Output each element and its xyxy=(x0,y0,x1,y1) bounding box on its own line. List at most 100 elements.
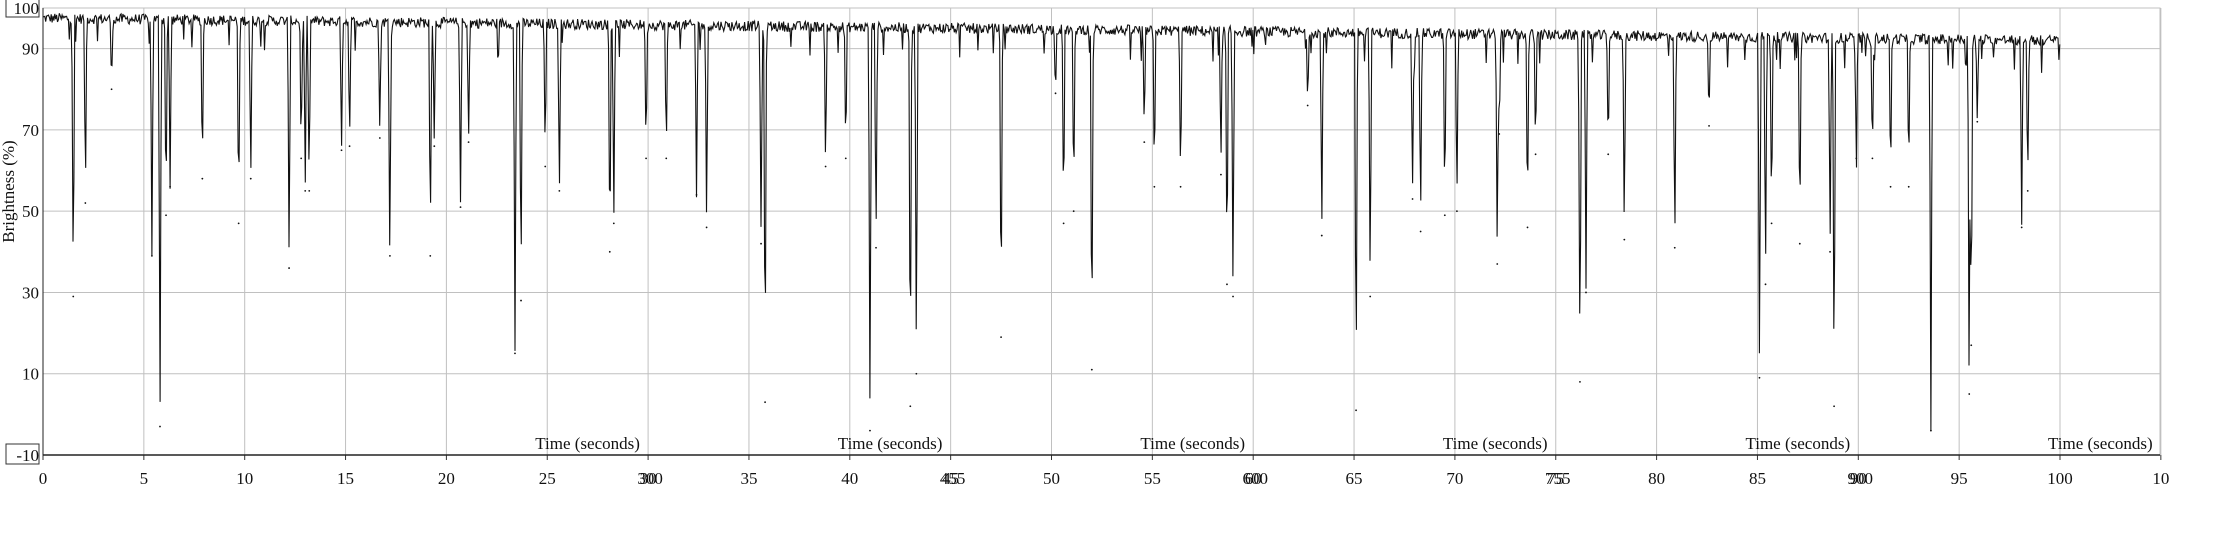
x-tick-label-overlay: 900 xyxy=(1848,469,1874,488)
data-point xyxy=(1143,141,1146,144)
data-point xyxy=(348,145,351,148)
x-axis-title: Time (seconds) xyxy=(1140,434,1245,453)
data-point xyxy=(824,165,827,168)
data-point xyxy=(249,177,252,180)
data-point xyxy=(1833,405,1835,408)
x-axis-title: Time (seconds) xyxy=(838,434,943,453)
data-point xyxy=(389,254,391,257)
data-point xyxy=(2026,189,2029,192)
x-tick-label-overlay: 600 xyxy=(1242,469,1268,488)
data-point xyxy=(151,254,153,257)
data-point xyxy=(1443,214,1446,217)
x-tick-label: 0 xyxy=(39,469,48,488)
x-tick-label-overlay: 755 xyxy=(1545,469,1571,488)
data-point xyxy=(1889,185,1892,188)
x-tick-label: 55 xyxy=(1144,469,1161,488)
tick-labels: -10 10 30 50 70 90 100 0 5 10 15 20 25 30 35 40 45 50 55 60… xyxy=(5,0,2169,488)
data-point xyxy=(1534,153,1537,156)
data-point xyxy=(1369,295,1372,298)
x-tick-label: 40 xyxy=(841,469,858,488)
axes xyxy=(42,8,2162,460)
x-axis-title: Time (seconds) xyxy=(2048,434,2153,453)
data-point xyxy=(612,222,615,225)
data-point xyxy=(159,425,161,428)
data-point xyxy=(705,226,708,229)
data-point xyxy=(1306,104,1309,107)
data-point xyxy=(764,401,766,404)
data-point xyxy=(110,88,113,91)
data-point xyxy=(1968,393,1971,395)
data-point xyxy=(1798,242,1801,245)
x-tick-label: 100 xyxy=(2047,469,2073,488)
y-tick-label: -10 xyxy=(16,446,39,465)
data-point xyxy=(645,157,647,160)
data-point xyxy=(1930,429,1932,432)
data-point xyxy=(378,137,381,139)
data-point xyxy=(308,189,311,192)
data-point xyxy=(869,429,871,432)
data-point xyxy=(1673,246,1676,249)
data-point xyxy=(1855,157,1858,160)
data-point xyxy=(165,214,167,217)
y-tick-label: 10 xyxy=(22,365,39,384)
plot-frame xyxy=(42,7,2161,456)
x-tick-label: 10 xyxy=(236,469,253,488)
data-point xyxy=(169,185,171,188)
data-point xyxy=(1770,222,1773,225)
x-tick-label: 75 xyxy=(1547,469,1564,488)
grid-lines xyxy=(42,7,2162,456)
y-tick-box xyxy=(5,443,40,465)
data-point xyxy=(237,222,240,225)
data-point xyxy=(1090,368,1093,371)
data-point xyxy=(1526,226,1529,229)
data-point xyxy=(1829,250,1831,253)
x-tick-label: 10 xyxy=(2152,469,2169,488)
x-axis-title: Time (seconds) xyxy=(1443,434,1548,453)
data-point xyxy=(1062,222,1065,225)
x-tick-label: 50 xyxy=(1043,469,1060,488)
data-point xyxy=(340,149,343,152)
x-axis-title: Time (seconds) xyxy=(1745,434,1850,453)
data-point xyxy=(288,267,290,269)
data-point xyxy=(520,299,522,302)
data-point xyxy=(300,157,303,160)
data-point xyxy=(1226,283,1228,286)
data-point xyxy=(1976,120,1979,123)
data-point xyxy=(429,254,432,257)
x-tick-label: 90 xyxy=(1850,469,1867,488)
data-point xyxy=(201,177,204,180)
data-point xyxy=(1970,344,1973,347)
x-tick-label: 60 xyxy=(1245,469,1262,488)
data-point xyxy=(1232,295,1234,298)
x-tick-label: 35 xyxy=(740,469,757,488)
y-tick-label: 50 xyxy=(22,202,39,221)
data-point xyxy=(304,189,307,192)
data-point xyxy=(72,295,75,298)
data-point xyxy=(84,202,87,204)
data-point xyxy=(1585,291,1587,294)
x-tick-label: 15 xyxy=(337,469,354,488)
x-tick-label: 95 xyxy=(1951,469,1968,488)
data-point xyxy=(695,194,698,196)
data-point xyxy=(1355,409,1357,412)
data-point xyxy=(1607,153,1610,156)
data-point xyxy=(1320,234,1323,237)
x-tick-label: 5 xyxy=(140,469,149,488)
y-tick-box xyxy=(5,0,40,18)
x-tick-label: 65 xyxy=(1346,469,1363,488)
data-point xyxy=(1054,92,1057,95)
data-point xyxy=(1579,380,1581,383)
data-point xyxy=(875,246,877,249)
data-point xyxy=(1498,133,1501,135)
data-point xyxy=(1623,238,1626,241)
data-point xyxy=(1179,185,1182,188)
data-point xyxy=(433,145,436,148)
data-point xyxy=(1871,157,1874,160)
data-point xyxy=(1907,185,1910,188)
data-point xyxy=(1496,263,1499,265)
x-axis-title: Time (seconds) xyxy=(535,434,640,453)
x-tick-label: 80 xyxy=(1648,469,1665,488)
data-point xyxy=(1708,124,1710,127)
data-point xyxy=(467,141,470,144)
